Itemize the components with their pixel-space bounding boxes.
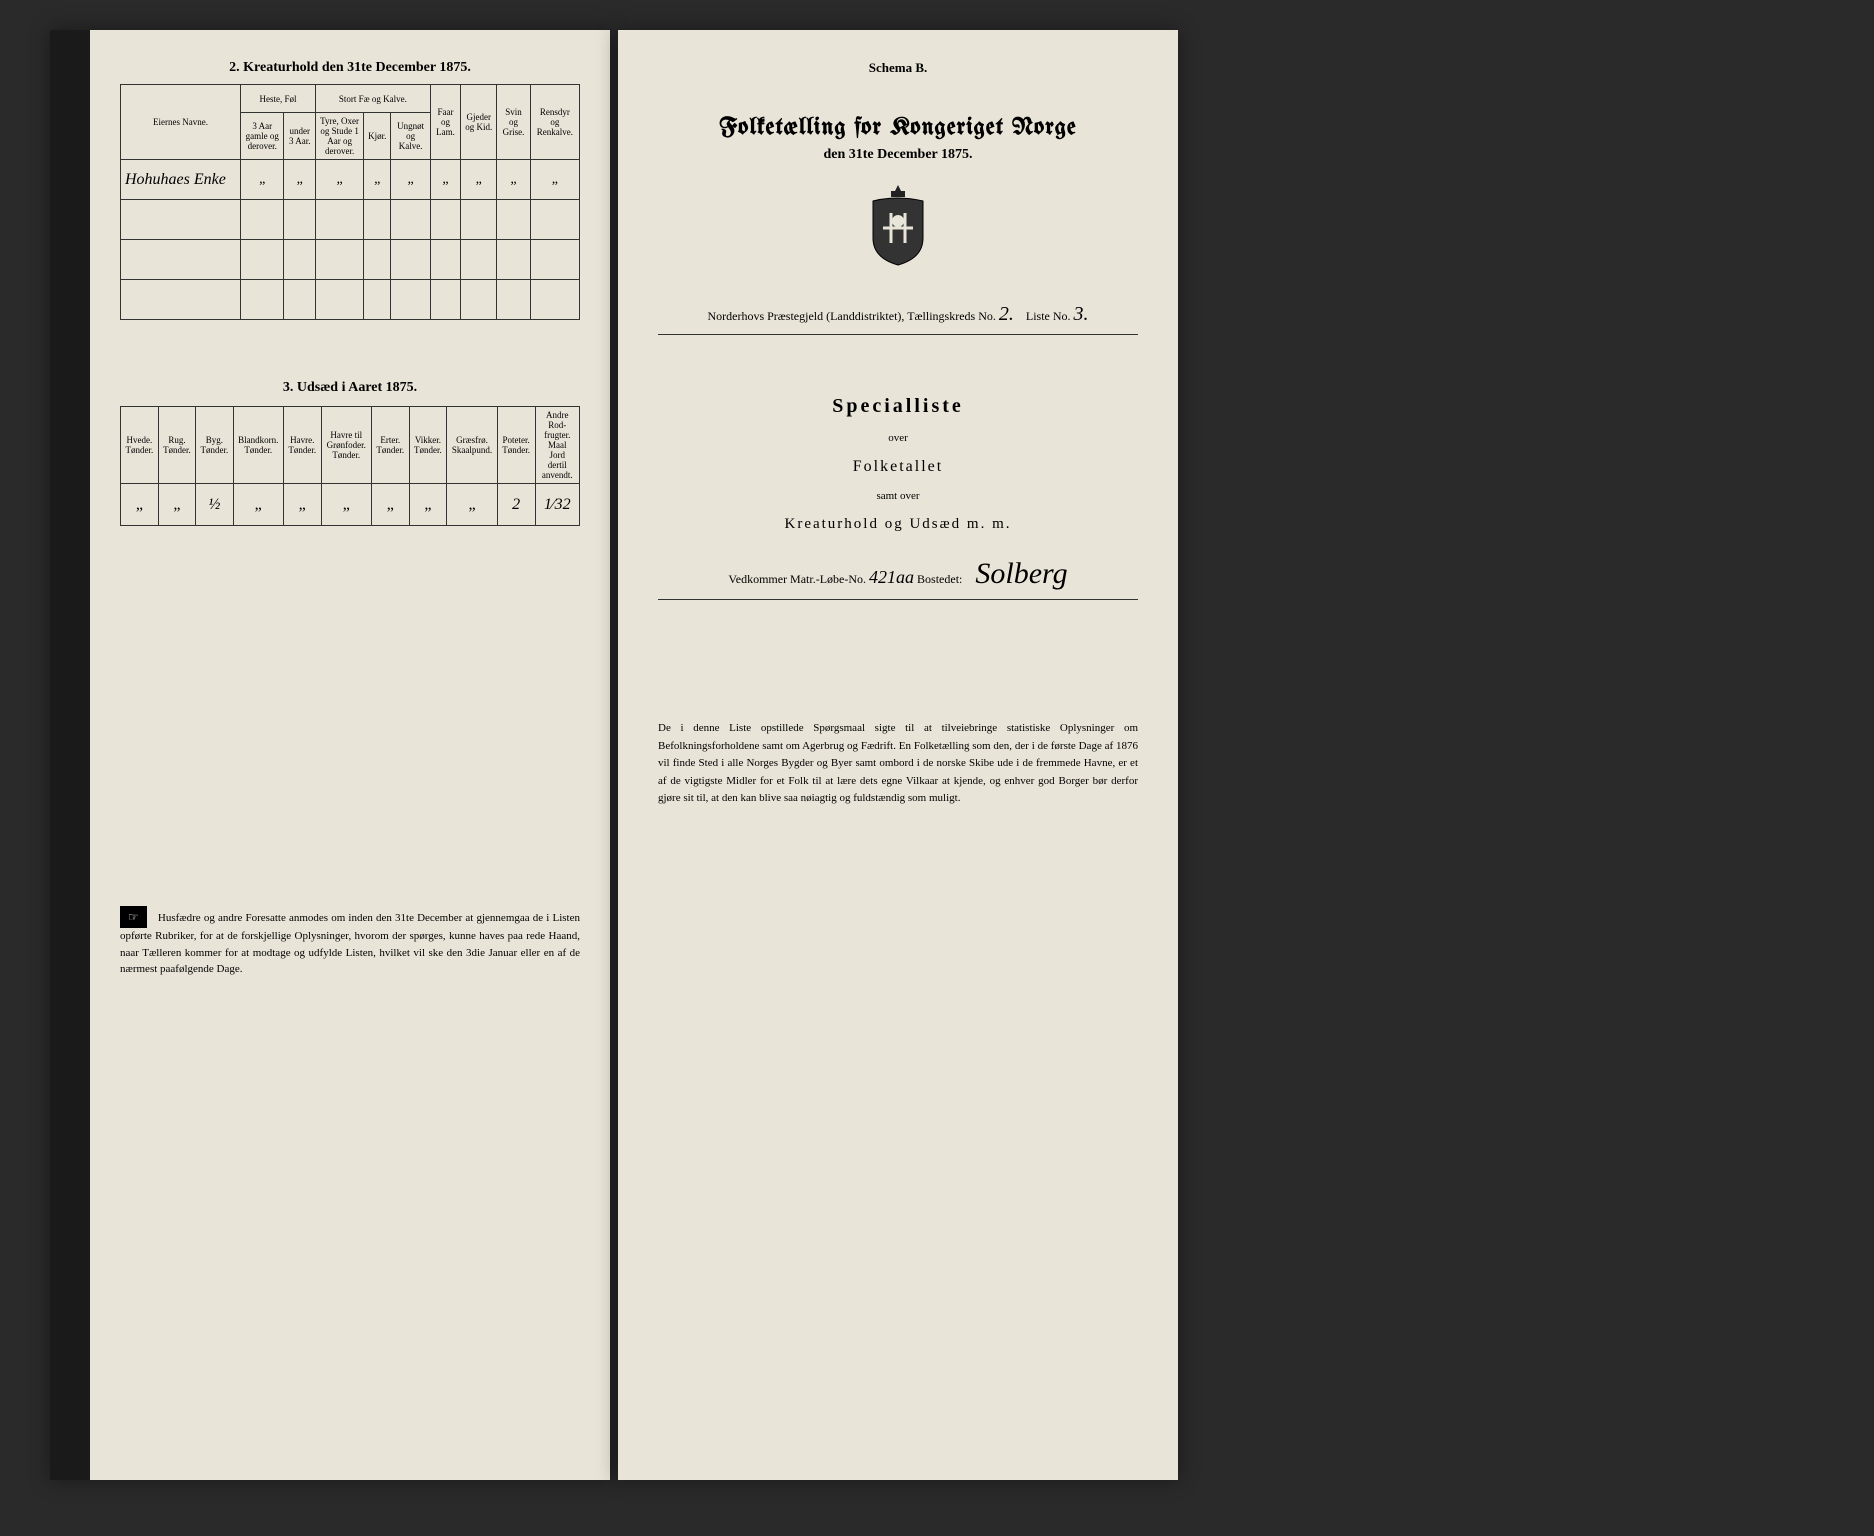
col-reindeer: Rensdyr og Renkalve. [530, 85, 579, 160]
col-cattle-c: Ungnøt og Kalve. [391, 113, 430, 160]
kreatur-label: Kreaturhold og Udsæd m. m. [658, 516, 1138, 533]
owner-name: Hohuhaes Enke [121, 160, 241, 200]
col: Vikker. Tønder. [409, 407, 447, 484]
cell: „ [530, 160, 579, 200]
col: Poteter. Tønder. [497, 407, 535, 484]
col-sheep: Faar og Lam. [430, 85, 460, 160]
divider [658, 599, 1138, 600]
cell: „ [321, 484, 371, 526]
right-page: Schema B. Folketælling for Kongeriget No… [618, 30, 1178, 1480]
place-name: Solberg [975, 557, 1067, 591]
col-goat: Gjeder og Kid. [461, 85, 497, 160]
cell: „ [121, 484, 159, 526]
cell: „ [241, 160, 284, 200]
col-cattle-a: Tyre, Oxer og Stude 1 Aar og derover. [316, 113, 364, 160]
district-prefix: Norderhovs Præstegjeld (Landdistriktet),… [707, 309, 995, 323]
schema-label: Schema B. [658, 60, 1138, 76]
table-row: Hohuhaes Enke „ „ „ „ „ „ „ „ „ [121, 160, 580, 200]
cell: 1⁄32 [535, 484, 579, 526]
col-pig: Svin og Grise. [497, 85, 530, 160]
samt-label: samt over [658, 490, 1138, 502]
cell: „ [447, 484, 497, 526]
col: Hvede. Tønder. [121, 407, 159, 484]
table-header-row-1: Eiernes Navne. Heste, Føl Stort Fæ og Ka… [121, 85, 580, 113]
col: Rug. Tønder. [158, 407, 195, 484]
cell: „ [316, 160, 364, 200]
vedkommer-line: Vedkommer Matr.-Løbe-No. 421aa Bostedet:… [658, 557, 1138, 591]
cell: „ [372, 484, 410, 526]
col-horse-b: under 3 Aar. [284, 113, 316, 160]
table-row: „ „ ½ „ „ „ „ „ „ 2 1⁄32 [121, 484, 580, 526]
left-page: 2. Kreaturhold den 31te December 1875. E… [50, 30, 610, 1480]
cell: ½ [196, 484, 233, 526]
grp-horse: Heste, Føl [241, 85, 316, 113]
cell: „ [461, 160, 497, 200]
table-header-row: Hvede. Tønder. Rug. Tønder. Byg. Tønder.… [121, 407, 580, 484]
cell: „ [283, 484, 321, 526]
cell: 2 [497, 484, 535, 526]
matr-no: 421aa [869, 567, 914, 587]
cell: „ [158, 484, 195, 526]
main-title: Folketælling for Kongeriget Norge [658, 116, 1138, 141]
col: Græsfrø. Skaalpund. [447, 407, 497, 484]
col: Andre Rod-frugter. Maal Jord dertil anve… [535, 407, 579, 484]
grp-cattle: Stort Fæ og Kalve. [316, 85, 431, 113]
cell: „ [233, 484, 283, 526]
section2-title: 2. Kreaturhold den 31te December 1875. [120, 60, 580, 76]
livestock-table: Eiernes Navne. Heste, Føl Stort Fæ og Ka… [120, 84, 580, 320]
col-cattle-b: Kjør. [364, 113, 391, 160]
folketallet-label: Folketallet [658, 458, 1138, 476]
col-horse-a: 3 Aar gamle og derover. [241, 113, 284, 160]
col: Byg. Tønder. [196, 407, 233, 484]
specialliste-title: Specialliste [658, 395, 1138, 418]
col-owner: Eiernes Navne. [121, 85, 241, 160]
seed-table: Hvede. Tønder. Rug. Tønder. Byg. Tønder.… [120, 406, 580, 526]
bottom-paragraph: De i denne Liste opstillede Spørgsmaal s… [658, 720, 1138, 808]
footnote-text: Husfædre og andre Foresatte anmodes om i… [120, 912, 580, 975]
section3-title: 3. Udsæd i Aaret 1875. [120, 380, 580, 396]
coat-of-arms-icon [658, 183, 1138, 273]
document-scan: 2. Kreaturhold den 31te December 1875. E… [0, 0, 1874, 1536]
table-row [121, 280, 580, 320]
sub-date: den 31te December 1875. [658, 147, 1138, 163]
cell: „ [497, 160, 530, 200]
divider [658, 334, 1138, 335]
col: Erter. Tønder. [372, 407, 410, 484]
cell: „ [391, 160, 430, 200]
cell: „ [430, 160, 460, 200]
col: Blandkorn. Tønder. [233, 407, 283, 484]
district-line: Norderhovs Præstegjeld (Landdistriktet),… [658, 303, 1138, 326]
vedkommer-label: Vedkommer Matr.-Løbe-No. [728, 572, 866, 586]
liste-label: Liste No. [1026, 309, 1071, 323]
cell: „ [364, 160, 391, 200]
kreds-no: 2. [999, 303, 1014, 325]
liste-no: 3. [1074, 303, 1089, 325]
col: Havre. Tønder. [283, 407, 321, 484]
cell: „ [284, 160, 316, 200]
cell: „ [409, 484, 447, 526]
pointer-icon: ☞ [120, 906, 147, 928]
table-row [121, 200, 580, 240]
over-label: over [658, 432, 1138, 444]
col: Havre til Grønfoder. Tønder. [321, 407, 371, 484]
table-row [121, 240, 580, 280]
footnote: ☞ Husfædre og andre Foresatte anmodes om… [120, 906, 580, 978]
bostedet-label: Bostedet: [917, 572, 962, 586]
